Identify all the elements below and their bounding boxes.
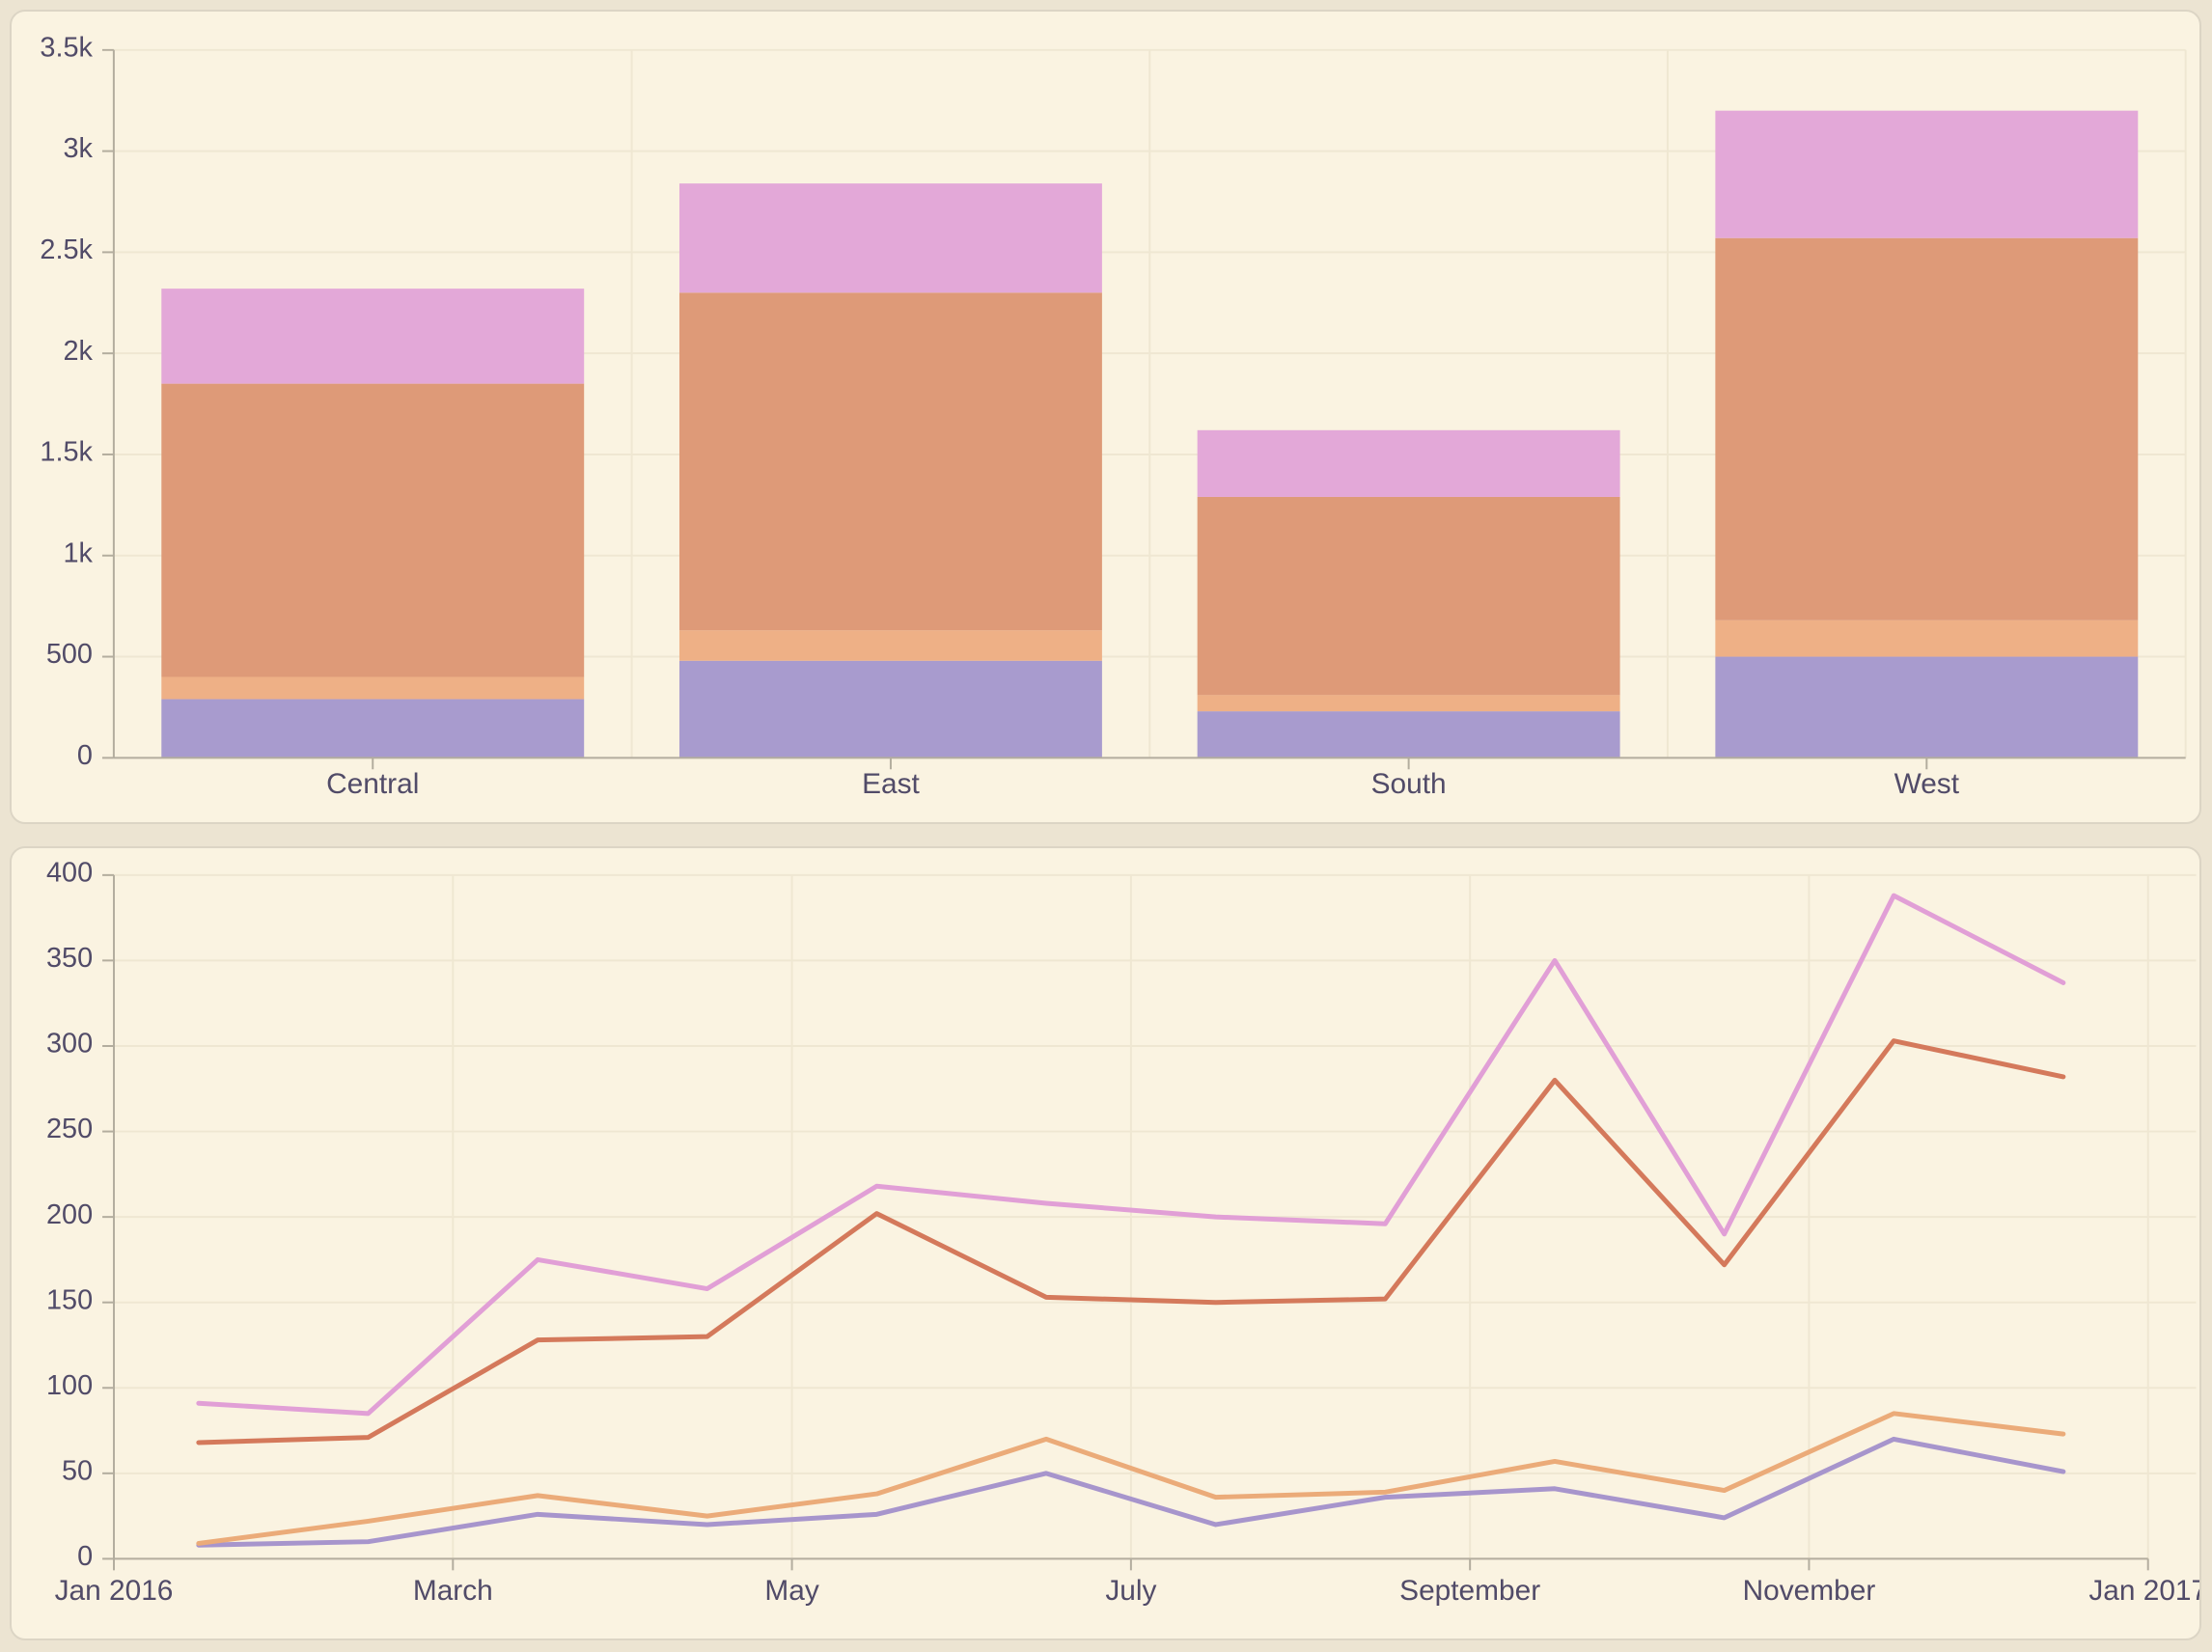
bar-stack [1715, 110, 2139, 758]
bar-segment-series-4-pink[interactable] [678, 183, 1102, 293]
line-series-tan[interactable] [196, 1411, 2066, 1546]
y-axis-label: 50 [62, 1455, 93, 1486]
x-axis-label: West [1894, 768, 1960, 800]
line-series-pink[interactable] [196, 893, 2066, 1417]
y-axis-label: 400 [46, 857, 93, 888]
bar-segment-series-3-salmon[interactable] [161, 383, 585, 677]
bar-stack [1197, 429, 1620, 758]
x-axis-label: March [413, 1575, 493, 1607]
y-axis-label: 3k [64, 133, 94, 164]
y-axis-label: 500 [46, 639, 93, 670]
bar-segment-series-2-tan[interactable] [678, 630, 1102, 661]
x-axis-label: July [1105, 1575, 1156, 1607]
bar-segment-series-1-purple[interactable] [1715, 656, 2139, 758]
y-axis-label: 150 [46, 1284, 93, 1315]
x-axis-label: East [862, 768, 920, 800]
x-axis-label: November [1743, 1575, 1876, 1607]
bar-segment-series-3-salmon[interactable] [678, 292, 1102, 631]
y-axis-label: 300 [46, 1029, 93, 1060]
line-series-coral[interactable] [196, 1038, 2066, 1446]
bar-stack [678, 183, 1102, 758]
y-axis-label: 0 [77, 1541, 93, 1572]
bar-segment-series-1-purple[interactable] [1197, 711, 1620, 758]
x-axis-label: Jan 2016 [55, 1575, 174, 1607]
bar-segment-series-3-salmon[interactable] [1715, 237, 2139, 620]
y-axis-label: 100 [46, 1370, 93, 1401]
y-axis-label: 2k [64, 336, 94, 367]
bar-segment-series-4-pink[interactable] [161, 289, 585, 384]
y-axis-label: 350 [46, 943, 93, 974]
stacked-bar-chart-card: Central East South West 0 500 1k 1.5k 2k 2.5k 3k 3.… [10, 10, 2201, 824]
x-axis-label: South [1371, 768, 1447, 800]
line-chart: 0 50 100 150 200 250 300 350 400 Jan 2016 March May… [46, 857, 2199, 1607]
line-series-purple[interactable] [196, 1436, 2066, 1548]
bar-segment-series-2-tan[interactable] [161, 676, 585, 700]
x-axis-label: Jan 2017 [2088, 1575, 2199, 1607]
y-axis-label: 2.5k [40, 234, 93, 265]
bar-segment-series-4-pink[interactable] [1715, 110, 2139, 238]
bar-segment-series-3-salmon[interactable] [1197, 496, 1620, 696]
y-axis-label: 1k [64, 537, 94, 568]
bar-segment-series-1-purple[interactable] [161, 699, 585, 758]
y-axis-label: 200 [46, 1199, 93, 1230]
bar-segment-series-2-tan[interactable] [1715, 620, 2139, 657]
x-axis-label: Central [326, 768, 419, 800]
stacked-bar-chart: Central East South West 0 500 1k 1.5k 2k 2.5k 3k 3.… [40, 32, 2187, 800]
y-axis-label: 250 [46, 1114, 93, 1144]
x-axis-label: May [764, 1575, 818, 1607]
bar-segment-series-2-tan[interactable] [1197, 695, 1620, 712]
y-axis-label: 1.5k [40, 437, 93, 468]
line-chart-card: 0 50 100 150 200 250 300 350 400 Jan 2016 March May… [10, 846, 2201, 1640]
x-axis-label: September [1399, 1575, 1540, 1607]
bar-segment-series-4-pink[interactable] [1197, 429, 1620, 497]
bar-segment-series-1-purple[interactable] [678, 660, 1102, 758]
y-axis-label: 0 [77, 740, 93, 771]
y-axis-label: 3.5k [40, 32, 93, 63]
bar-stack [161, 289, 585, 758]
